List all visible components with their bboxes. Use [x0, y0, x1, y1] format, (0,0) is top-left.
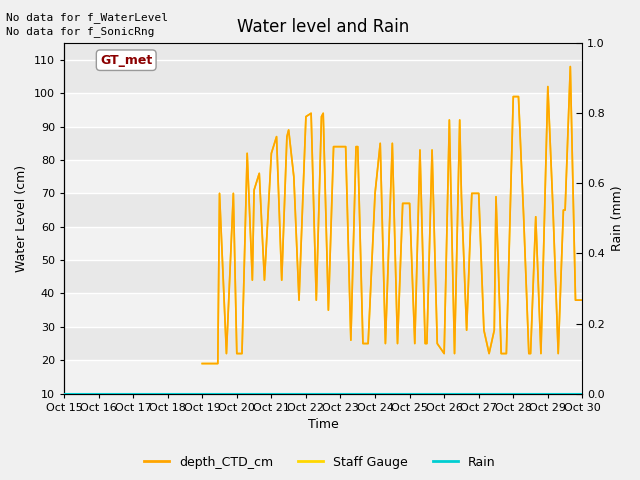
Y-axis label: Rain (mm): Rain (mm)	[611, 186, 623, 251]
Bar	[64, 160, 582, 193]
Bar	[64, 360, 582, 394]
Legend: depth_CTD_cm, Staff Gauge, Rain: depth_CTD_cm, Staff Gauge, Rain	[140, 451, 500, 474]
Title: Water level and Rain: Water level and Rain	[237, 18, 410, 36]
Y-axis label: Water Level (cm): Water Level (cm)	[15, 165, 28, 272]
Text: No data for f_WaterLevel: No data for f_WaterLevel	[6, 12, 168, 23]
Bar	[64, 93, 582, 127]
Text: GT_met: GT_met	[100, 54, 152, 67]
Text: No data for f_SonicRng: No data for f_SonicRng	[6, 26, 155, 37]
X-axis label: Time: Time	[308, 418, 339, 431]
Bar	[64, 227, 582, 260]
Bar	[64, 293, 582, 327]
